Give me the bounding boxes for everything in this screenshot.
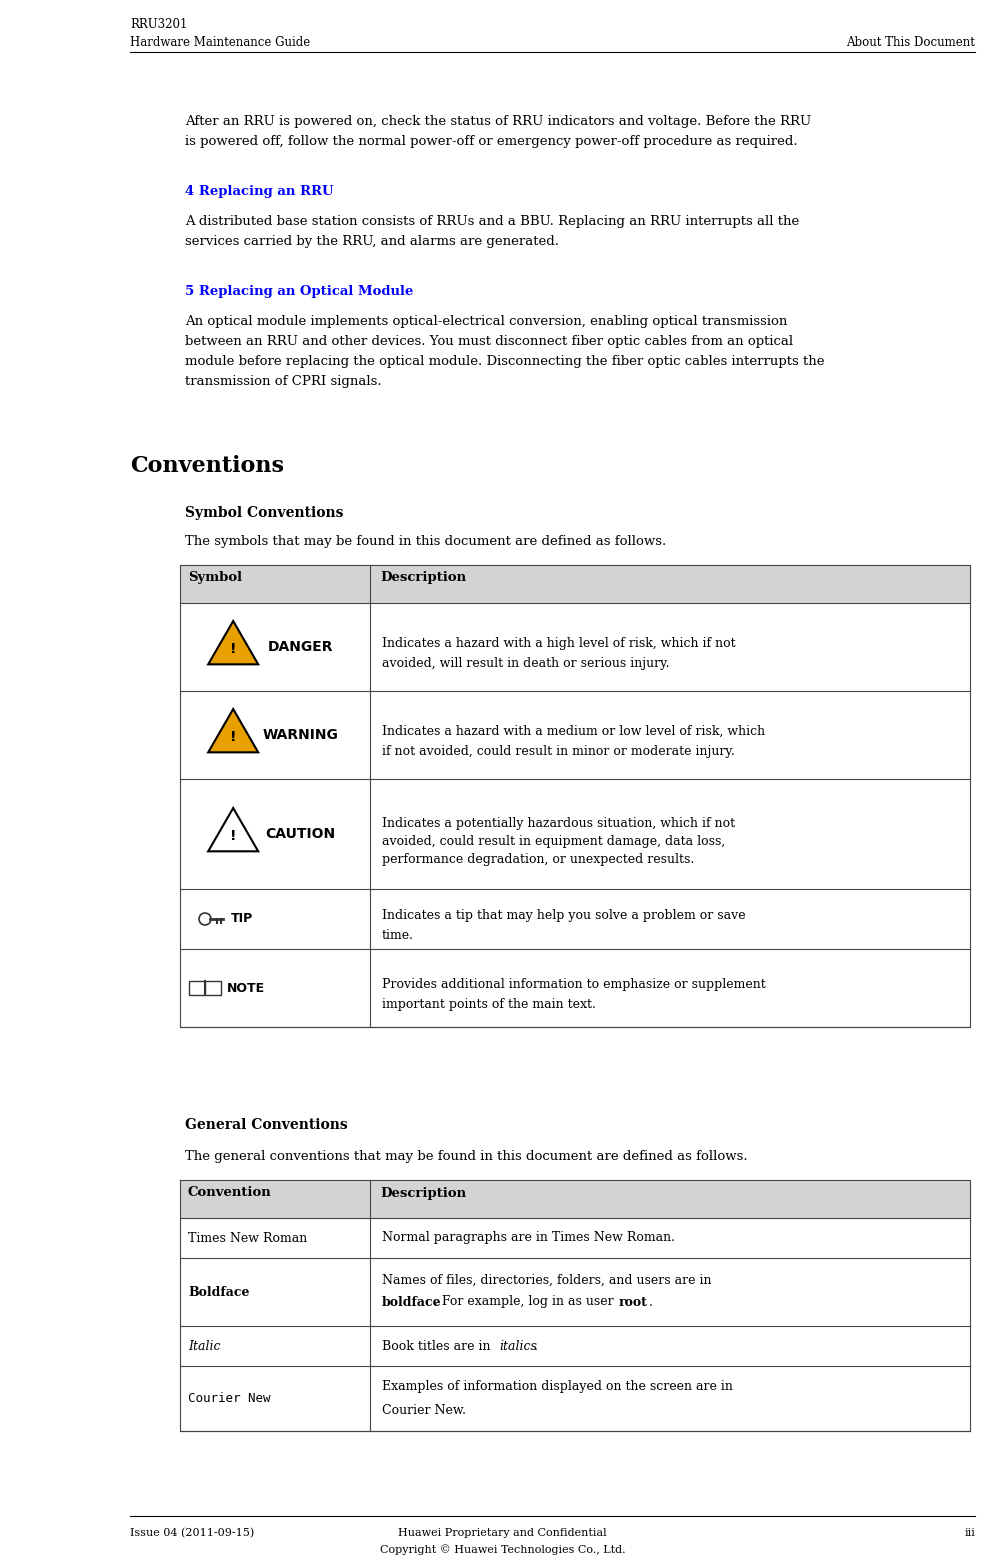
Text: Courier New: Courier New xyxy=(188,1392,270,1405)
Text: WARNING: WARNING xyxy=(262,728,338,742)
Text: The general conventions that may be found in this document are defined as follow: The general conventions that may be foun… xyxy=(185,1149,748,1164)
Text: Indicates a potentially hazardous situation, which if not: Indicates a potentially hazardous situat… xyxy=(382,817,735,830)
Text: Conventions: Conventions xyxy=(130,456,284,478)
Text: transmission of CPRI signals.: transmission of CPRI signals. xyxy=(185,374,382,388)
Text: Courier New.: Courier New. xyxy=(382,1405,466,1417)
Text: Provides additional information to emphasize or supplement: Provides additional information to empha… xyxy=(382,979,766,991)
Text: Italic: Italic xyxy=(188,1339,220,1353)
Text: avoided, will result in death or serious injury.: avoided, will result in death or serious… xyxy=(382,658,669,670)
Text: About This Document: About This Document xyxy=(846,36,975,49)
Polygon shape xyxy=(208,808,258,852)
Bar xyxy=(189,980,205,994)
Text: Hardware Maintenance Guide: Hardware Maintenance Guide xyxy=(130,36,311,49)
Text: root: root xyxy=(619,1295,648,1309)
Text: Boldface: Boldface xyxy=(188,1286,249,1298)
Bar xyxy=(180,565,970,603)
Text: A distributed base station consists of RRUs and a BBU. Replacing an RRU interrup: A distributed base station consists of R… xyxy=(185,215,799,229)
Text: After an RRU is powered on, check the status of RRU indicators and voltage. Befo: After an RRU is powered on, check the st… xyxy=(185,114,811,128)
Text: between an RRU and other devices. You must disconnect fiber optic cables from an: between an RRU and other devices. You mu… xyxy=(185,335,793,348)
Text: services carried by the RRU, and alarms are generated.: services carried by the RRU, and alarms … xyxy=(185,235,559,247)
Text: Huawei Proprietary and Confidential: Huawei Proprietary and Confidential xyxy=(398,1528,607,1538)
Text: is powered off, follow the normal power-off or emergency power-off procedure as : is powered off, follow the normal power-… xyxy=(185,135,798,149)
Text: .: . xyxy=(649,1295,653,1309)
Text: . For example, log in as user: . For example, log in as user xyxy=(434,1295,618,1309)
Polygon shape xyxy=(208,709,258,752)
Text: Times New Roman: Times New Roman xyxy=(188,1231,308,1245)
Text: performance degradation, or unexpected results.: performance degradation, or unexpected r… xyxy=(382,853,694,866)
Text: Issue 04 (2011-09-15): Issue 04 (2011-09-15) xyxy=(130,1528,254,1538)
Text: 5 Replacing an Optical Module: 5 Replacing an Optical Module xyxy=(185,285,413,298)
Bar xyxy=(205,980,221,994)
Bar xyxy=(180,1181,970,1218)
Text: Symbol Conventions: Symbol Conventions xyxy=(185,506,344,520)
Text: Copyright © Huawei Technologies Co., Ltd.: Copyright © Huawei Technologies Co., Ltd… xyxy=(380,1544,625,1555)
Text: The symbols that may be found in this document are defined as follows.: The symbols that may be found in this do… xyxy=(185,536,666,548)
Polygon shape xyxy=(208,622,258,664)
Text: !: ! xyxy=(230,828,236,843)
Text: An optical module implements optical-electrical conversion, enabling optical tra: An optical module implements optical-ele… xyxy=(185,315,787,327)
Text: iii: iii xyxy=(964,1528,975,1538)
Text: CAUTION: CAUTION xyxy=(265,827,336,841)
Text: .: . xyxy=(534,1339,538,1353)
Text: italics: italics xyxy=(499,1339,537,1353)
Text: Book titles are in: Book titles are in xyxy=(382,1339,494,1353)
Text: if not avoided, could result in minor or moderate injury.: if not avoided, could result in minor or… xyxy=(382,745,735,758)
Text: boldface: boldface xyxy=(382,1295,441,1309)
Text: !: ! xyxy=(230,730,236,744)
Text: time.: time. xyxy=(382,929,414,943)
Text: !: ! xyxy=(230,642,236,656)
Text: avoided, could result in equipment damage, data loss,: avoided, could result in equipment damag… xyxy=(382,835,726,849)
Text: RRU3201: RRU3201 xyxy=(130,17,187,31)
Text: Indicates a hazard with a high level of risk, which if not: Indicates a hazard with a high level of … xyxy=(382,637,736,650)
Text: Indicates a hazard with a medium or low level of risk, which: Indicates a hazard with a medium or low … xyxy=(382,725,765,738)
Text: Names of files, directories, folders, and users are in: Names of files, directories, folders, an… xyxy=(382,1273,712,1287)
Text: DANGER: DANGER xyxy=(267,640,333,655)
Text: Convention: Convention xyxy=(188,1187,271,1200)
Text: General Conventions: General Conventions xyxy=(185,1118,348,1132)
Text: NOTE: NOTE xyxy=(227,982,265,994)
Text: Description: Description xyxy=(380,1187,466,1200)
Text: important points of the main text.: important points of the main text. xyxy=(382,998,596,1012)
Text: Normal paragraphs are in Times New Roman.: Normal paragraphs are in Times New Roman… xyxy=(382,1231,675,1245)
Text: TIP: TIP xyxy=(231,913,253,926)
Text: Description: Description xyxy=(380,572,466,584)
Text: Symbol: Symbol xyxy=(188,572,242,584)
Text: module before replacing the optical module. Disconnecting the fiber optic cables: module before replacing the optical modu… xyxy=(185,355,824,368)
Text: Indicates a tip that may help you solve a problem or save: Indicates a tip that may help you solve … xyxy=(382,908,746,922)
Text: Examples of information displayed on the screen are in: Examples of information displayed on the… xyxy=(382,1380,733,1394)
Text: 4 Replacing an RRU: 4 Replacing an RRU xyxy=(185,185,334,197)
